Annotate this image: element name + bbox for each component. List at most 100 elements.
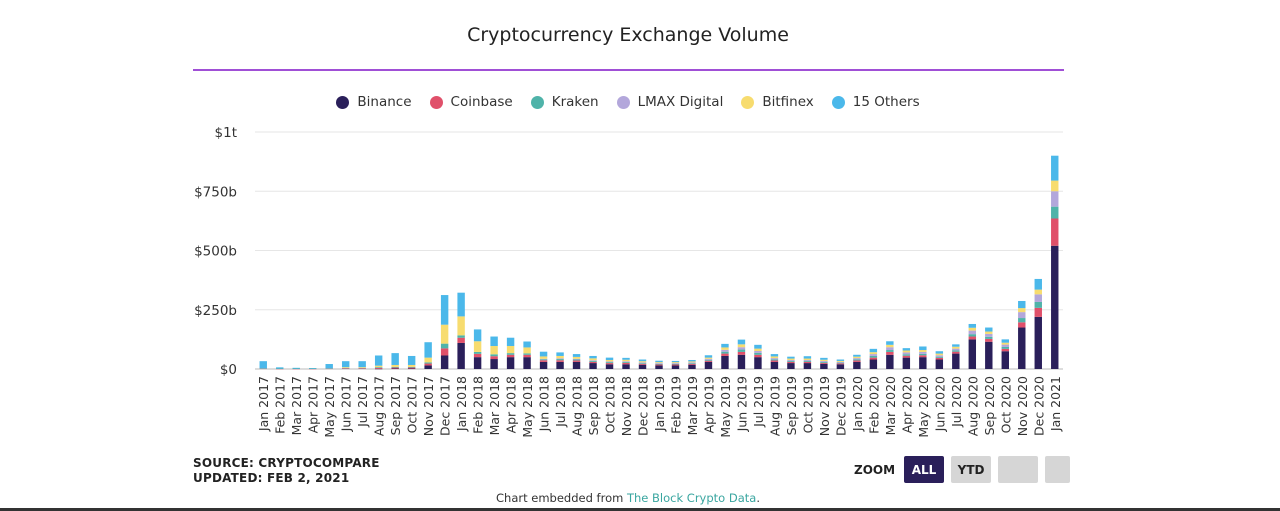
legend-label: Binance	[357, 94, 412, 110]
bar-segment	[803, 361, 812, 364]
x-tick-label: May 2017	[322, 376, 337, 438]
bar-segment	[754, 344, 762, 349]
bar-segment	[803, 358, 812, 360]
bar-segment	[407, 355, 416, 365]
bar-segment	[391, 366, 399, 368]
footer-link[interactable]: The Block Crypto Data	[626, 491, 757, 505]
bar-segment	[424, 342, 432, 358]
zoom-ytd-button[interactable]: YTD	[951, 456, 992, 483]
bar-segment	[655, 364, 663, 366]
bar-segment	[490, 336, 498, 347]
zoom-option-button[interactable]	[1045, 456, 1071, 483]
bar-segment	[1018, 300, 1026, 309]
bar-segment	[737, 339, 746, 345]
bar-segment	[1034, 278, 1042, 290]
x-tick-label: Apr 2018	[504, 376, 519, 433]
bar-segment	[457, 292, 465, 317]
bar-segment	[985, 338, 993, 342]
bar-segment	[787, 360, 795, 362]
bar-segment	[754, 352, 762, 355]
bar-segment	[820, 363, 828, 369]
bar-segment	[754, 354, 762, 358]
bar-segment	[589, 360, 597, 361]
zoom-option-button[interactable]	[998, 456, 1039, 483]
zoom-all-button[interactable]: ALL	[904, 456, 945, 483]
x-tick-label: Feb 2017	[273, 376, 288, 434]
bar-segment	[803, 360, 812, 362]
chart-title: Cryptocurrency Exchange Volume	[467, 24, 789, 46]
legend-item[interactable]: Binance	[336, 94, 412, 110]
x-tick-label: Sep 2017	[388, 376, 403, 435]
bar-segment	[803, 359, 812, 361]
bar-segment	[309, 368, 317, 370]
bar-segment	[869, 359, 878, 369]
x-tick-label: Nov 2019	[817, 376, 832, 436]
bar-segment	[737, 349, 746, 352]
bar-segment	[1001, 342, 1009, 345]
bar-segment	[671, 363, 680, 364]
bar-segment	[935, 355, 944, 357]
bar-segment	[325, 364, 333, 369]
bar-segment	[968, 336, 977, 340]
bar-segment	[457, 316, 465, 336]
bar-segment	[1018, 322, 1026, 328]
bar-segment	[1018, 312, 1026, 319]
bar-segment	[506, 337, 515, 347]
source-text: SOURCE: CRYPTOCOMPARE	[193, 456, 380, 470]
bar-segment	[424, 362, 432, 364]
bar-segment	[919, 351, 927, 354]
bar-segment	[902, 355, 911, 358]
bar-segment	[836, 364, 845, 369]
bar-segment	[869, 355, 878, 358]
bar-segment	[325, 368, 333, 369]
bar-segment	[457, 335, 465, 338]
legend-marker	[616, 95, 630, 109]
footer-suffix: .	[756, 491, 760, 505]
bar-segment	[902, 350, 911, 353]
y-tick-label: $750b	[194, 184, 237, 200]
bar-segment	[770, 359, 779, 361]
bar-segment	[655, 363, 663, 365]
bar-segment	[770, 356, 779, 359]
bar-segment	[688, 362, 696, 364]
bar-segment	[1001, 351, 1009, 369]
legend-item[interactable]: Kraken	[530, 94, 599, 110]
bar-segment	[1001, 346, 1009, 349]
bar-segment	[1034, 294, 1042, 302]
bar-segment	[341, 367, 350, 369]
bar-segment	[374, 365, 383, 368]
bar-segment	[622, 364, 630, 369]
x-tick-label: Jul 2020	[949, 376, 964, 428]
bar-segment	[556, 352, 564, 356]
x-tick-label: Nov 2018	[619, 376, 634, 436]
bar-segment	[506, 354, 515, 358]
bar-segment	[836, 362, 845, 364]
x-tick-label: Jan 2019	[652, 376, 667, 432]
bar-segment	[358, 368, 366, 369]
bar-segment	[391, 353, 399, 365]
bar-segment	[490, 359, 498, 369]
bar-segment	[754, 348, 762, 351]
bar-segment	[259, 368, 267, 369]
legend-item[interactable]: Coinbase	[429, 94, 513, 110]
bar-segment	[638, 362, 647, 364]
bar-segment	[424, 363, 432, 366]
x-tick-label: Jun 2020	[932, 376, 947, 432]
bar-segment	[572, 361, 581, 369]
legend-item[interactable]: Bitfinex	[741, 94, 814, 110]
bar-segment	[473, 357, 482, 369]
bar-segment	[985, 341, 993, 369]
bar-segment	[292, 368, 300, 370]
x-tick-label: Sep 2020	[982, 376, 997, 435]
bar-segment	[688, 361, 696, 363]
bar-segment	[605, 364, 614, 369]
legend-item[interactable]: 15 Others	[831, 94, 920, 110]
bar-segment	[919, 350, 927, 352]
legend-label: Coinbase	[450, 94, 513, 110]
bar-segment	[952, 346, 960, 349]
bar-segment	[935, 357, 944, 360]
x-tick-label: Jan 2018	[454, 376, 469, 432]
updated-text: UPDATED: FEB 2, 2021	[193, 471, 350, 485]
legend-marker	[336, 95, 350, 109]
legend-item[interactable]: LMAX Digital	[616, 94, 723, 110]
